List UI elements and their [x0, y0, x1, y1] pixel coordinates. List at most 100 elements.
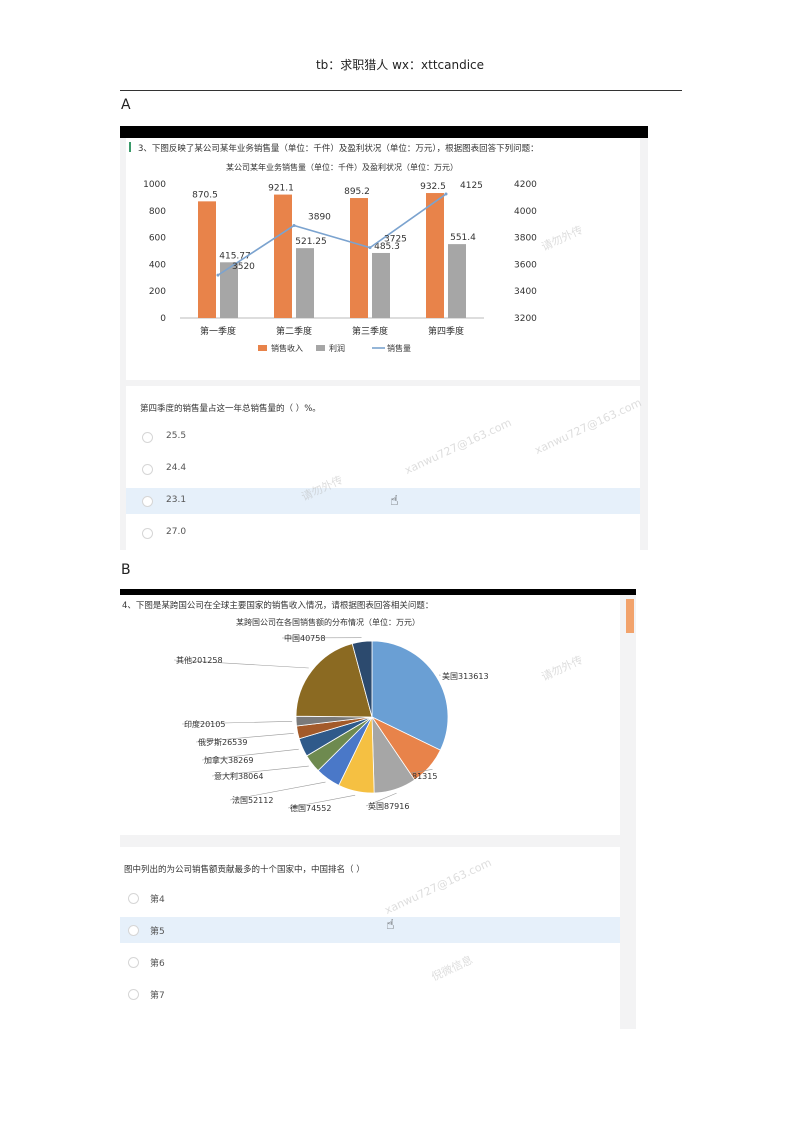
- pie-label: 日本81315: [396, 771, 437, 781]
- bar-销售收入: [274, 194, 292, 318]
- radio-button[interactable]: [142, 528, 153, 539]
- line-data-label: 3725: [384, 235, 407, 245]
- question-a-prompt: 3、下图反映了某公司某年业务销售量（单位：千件）及盈利状况（单位：万元），根据图…: [138, 144, 539, 154]
- pie-label: 意大利38064: [214, 771, 263, 781]
- option-label: 第5: [150, 927, 165, 937]
- y-right-tick-label: 4000: [514, 207, 537, 217]
- option-label: 25.5: [166, 431, 187, 441]
- pie-label: 法国52112: [232, 795, 273, 805]
- line-point: [444, 192, 448, 196]
- mouse-cursor-icon: ☝: [390, 493, 399, 509]
- screenshot-b-top-bar: [120, 589, 636, 595]
- pie-label: 印度20105: [184, 719, 225, 729]
- y-right-tick-label: 3200: [514, 314, 537, 324]
- option-label: 第4: [150, 895, 165, 905]
- question-b-option-4[interactable]: 第7: [120, 981, 620, 1007]
- radio-button[interactable]: [128, 989, 139, 1000]
- pie-leader-line: [211, 765, 309, 777]
- bar-data-label: 870.5: [192, 190, 218, 200]
- bar-利润: [448, 244, 466, 318]
- pie-chart: 美国313613 日本81315 英国87916 德国74552 法国52112 意大利3…: [173, 633, 489, 813]
- screenshot-b: 4、下图是某跨国公司在全球主要国家的销售收入情况，请根据图表回答相关问题： 某跨…: [120, 595, 636, 1029]
- option-label: 第7: [150, 991, 165, 1001]
- radio-button[interactable]: [142, 464, 153, 475]
- question-b-prompt: 4、下图是某跨国公司在全球主要国家的销售收入情况，请根据图表回答相关问题：: [122, 601, 434, 611]
- radio-button[interactable]: [128, 925, 139, 936]
- y-right-tick-label: 3800: [514, 234, 537, 244]
- options-b: 第4 第5 第6 第7: [120, 883, 620, 1023]
- question-a-card: 3、下图反映了某公司某年业务销售量（单位：千件）及盈利状况（单位：万元），根据图…: [126, 138, 640, 380]
- y-left-tick-label: 0: [160, 314, 166, 324]
- pie-label: 美国313613: [442, 671, 489, 681]
- pie-label: 德国74552: [290, 803, 331, 813]
- radio-button[interactable]: [142, 496, 153, 507]
- pie-chart-title: 某跨国公司在各国销售额的分布情况（单位：万元）: [236, 618, 420, 627]
- bar-销售收入: [198, 201, 216, 318]
- option-label: 27.0: [166, 527, 187, 537]
- header-divider: [120, 90, 682, 91]
- x-tick-label: 第三季度: [352, 325, 388, 337]
- line-销售量: [217, 193, 447, 276]
- document-header: tb：求职猎人 wx：xttcandice: [315, 58, 485, 72]
- question-a-subcard: 第四季度的销售量占这一年总销售量的（ ）%。 25.5 24.4 23.1 27.0: [126, 386, 640, 550]
- question-b-subquestion: 图中列出的为公司销售额贡献最多的十个国家中，中国排名（ ）: [124, 865, 365, 875]
- question-a-option-2[interactable]: 24.4: [126, 456, 640, 482]
- question-b-option-2[interactable]: 第5: [120, 917, 620, 943]
- pie-slice-其他: [295, 643, 373, 718]
- y-right-tick-label: 3600: [514, 260, 537, 270]
- line-data-label: 4125: [460, 181, 483, 191]
- bar-chart: 0 200 400 600 800 1000 3200 3400 3600 3800 4000 420…: [143, 180, 537, 353]
- bar-data-label: 521.25: [295, 237, 327, 247]
- scrollbar-thumb[interactable]: [626, 599, 634, 633]
- radio-button[interactable]: [128, 957, 139, 968]
- pie-label: 俄罗斯26539: [198, 737, 247, 747]
- y-left-tick-label: 400: [149, 260, 166, 270]
- radio-button[interactable]: [142, 432, 153, 443]
- pie-leader-line: [287, 794, 356, 809]
- bar-data-label: 921.1: [268, 184, 294, 194]
- y-right-tick-label: 3400: [514, 287, 537, 297]
- pie-label: 加拿大38269: [204, 755, 253, 765]
- x-tick-label: 第一季度: [200, 325, 236, 337]
- y-left-tick-label: 1000: [143, 180, 166, 190]
- bar-data-label: 932.5: [420, 182, 446, 192]
- options-a: 25.5 24.4 23.1 27.0: [126, 422, 640, 550]
- question-a-option-4[interactable]: 27.0: [126, 520, 640, 546]
- pie-leader-line: [195, 732, 294, 743]
- pie-leader-line: [229, 781, 326, 801]
- bar-data-label: 415.77: [219, 251, 251, 261]
- question-marker: [129, 142, 131, 152]
- y-right-tick-label: 4200: [514, 180, 537, 190]
- bar-data-label: 551.4: [450, 233, 476, 243]
- mouse-cursor-icon: ☝: [386, 917, 395, 933]
- section-b-label: B: [121, 562, 131, 578]
- option-label: 第6: [150, 959, 165, 969]
- question-a-subquestion: 第四季度的销售量占这一年总销售量的（ ）%。: [140, 404, 321, 414]
- question-b-subcard: 图中列出的为公司销售额贡献最多的十个国家中，中国排名（ ） 第4 第5 第6 第7: [120, 847, 620, 1029]
- bar-利润: [296, 248, 314, 318]
- bar-chart-title: 某公司某年业务销售量（单位：千件）及盈利状况（单位：万元）: [226, 163, 458, 172]
- x-tick-label: 第二季度: [276, 325, 312, 337]
- x-tick-label: 第四季度: [428, 325, 464, 337]
- pie-slice-中国: [351, 640, 373, 718]
- question-b-card: 4、下图是某跨国公司在全球主要国家的销售收入情况，请根据图表回答相关问题： 某跨…: [120, 595, 620, 835]
- line-point: [292, 224, 296, 228]
- pie-label: 英国87916: [368, 801, 409, 811]
- y-left-tick-label: 800: [149, 207, 166, 217]
- line-data-label: 3890: [308, 213, 331, 223]
- pie-leader-line: [201, 748, 299, 761]
- bar-data-label: 895.2: [344, 187, 370, 197]
- bar-利润: [372, 252, 390, 318]
- line-data-label: 3520: [232, 262, 255, 272]
- question-a-option-1[interactable]: 25.5: [126, 424, 640, 450]
- bar-销售收入: [350, 198, 368, 318]
- y-left-tick-label: 200: [149, 287, 166, 297]
- question-b-option-3[interactable]: 第6: [120, 949, 620, 975]
- question-b-option-1[interactable]: 第4: [120, 885, 620, 911]
- pie-label: 其他201258: [176, 655, 223, 665]
- option-label: 24.4: [166, 463, 187, 473]
- legend-label: 利润: [329, 343, 345, 353]
- question-a-option-3[interactable]: 23.1: [126, 488, 640, 514]
- radio-button[interactable]: [128, 893, 139, 904]
- legend-swatch: [258, 345, 267, 351]
